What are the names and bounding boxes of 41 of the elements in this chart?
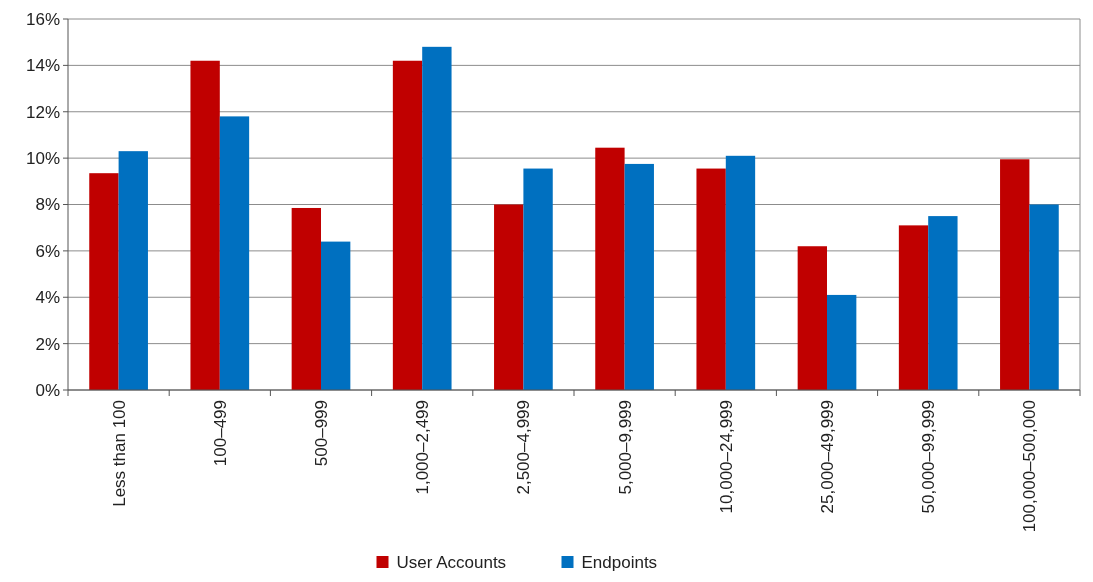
y-tick-label: 10% — [25, 149, 60, 169]
y-tick-label: 14% — [25, 56, 60, 76]
bar — [827, 294, 857, 390]
x-tick-label: 10,000–24,999 — [716, 400, 736, 514]
bar — [494, 204, 524, 390]
y-tick-label: 2% — [35, 334, 60, 354]
x-tick-label: Less than 100 — [109, 400, 129, 507]
legend-label: Endpoints — [581, 552, 658, 572]
bar — [190, 60, 220, 390]
bar — [1029, 204, 1059, 390]
bar — [523, 168, 553, 390]
x-tick-label: 100,000–500,000 — [1020, 400, 1040, 533]
x-tick-label: 25,000–49,999 — [817, 400, 837, 514]
y-tick-label: 4% — [35, 288, 60, 308]
bar — [898, 225, 929, 390]
bar — [118, 151, 148, 390]
bar — [392, 60, 423, 390]
x-tick-label: 50,000–99,999 — [919, 400, 939, 514]
bar — [219, 116, 250, 390]
y-tick-label: 12% — [25, 102, 60, 122]
y-tick-label: 0% — [35, 380, 60, 400]
x-tick-label: 1,000–2,499 — [413, 400, 433, 495]
x-tick-label: 500–999 — [311, 400, 331, 467]
bar — [291, 207, 321, 390]
bar — [89, 173, 119, 390]
bar — [797, 246, 827, 390]
bar — [725, 155, 756, 390]
bar — [422, 46, 452, 390]
legend-label: User Accounts — [396, 552, 507, 572]
bar — [595, 147, 625, 390]
bar — [928, 216, 958, 390]
y-tick-label: 16% — [25, 9, 60, 29]
bar — [1000, 159, 1030, 390]
bar — [696, 168, 726, 390]
bar — [624, 163, 654, 390]
y-tick-label: 8% — [35, 195, 60, 215]
bar — [321, 241, 351, 390]
x-tick-label: 2,500–4,999 — [514, 400, 534, 495]
x-tick-label: 5,000–9,999 — [615, 400, 635, 495]
y-tick-label: 6% — [35, 241, 60, 261]
x-tick-label: 100–499 — [210, 400, 230, 467]
